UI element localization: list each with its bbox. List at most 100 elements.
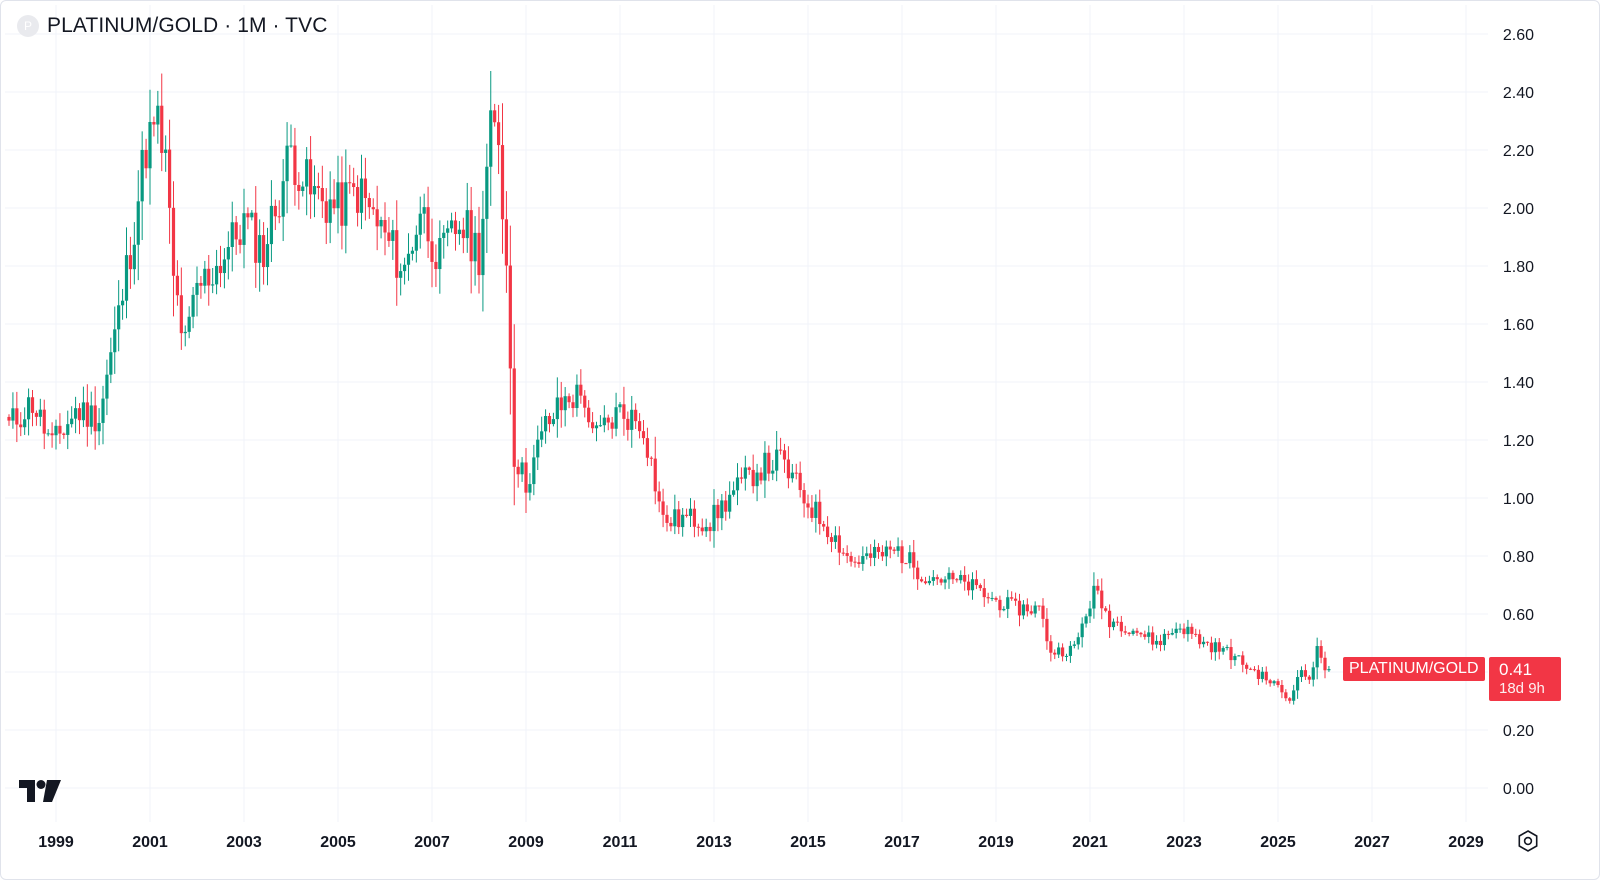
chart-legend[interactable]: P PLATINUM/GOLD · 1M · TVC: [17, 14, 328, 38]
candle: [422, 193, 426, 234]
candle: [285, 122, 289, 214]
candle-body: [504, 219, 509, 266]
candle: [277, 200, 281, 224]
candle: [884, 540, 888, 567]
candle-body: [34, 412, 39, 417]
candle: [1292, 684, 1296, 705]
candle: [1123, 625, 1127, 635]
candle: [1041, 598, 1045, 628]
candle: [1162, 629, 1167, 651]
candle-body: [85, 402, 89, 427]
candle-body: [1006, 597, 1010, 609]
candle: [77, 403, 82, 435]
candle-body: [700, 527, 704, 532]
candle-body: [316, 186, 321, 189]
candle-body: [543, 415, 548, 432]
candle: [1256, 665, 1261, 686]
candle: [1205, 641, 1210, 646]
candle-body: [853, 561, 857, 563]
candle-body: [359, 178, 364, 213]
candle: [1104, 606, 1108, 613]
candle: [293, 127, 297, 206]
candle-body: [622, 404, 626, 419]
candle: [461, 217, 465, 254]
candle-body: [559, 397, 563, 411]
candle-body: [759, 472, 763, 481]
candle: [430, 218, 434, 288]
candle: [1241, 651, 1245, 673]
candle-body: [606, 417, 610, 423]
candle-body: [1292, 690, 1296, 701]
candle-body: [798, 472, 802, 491]
price-axis[interactable]: 0.000.200.400.600.801.001.201.401.601.80…: [1503, 27, 1534, 798]
candle-body: [861, 556, 865, 564]
candle: [1143, 630, 1147, 640]
candle: [477, 206, 481, 294]
candle: [716, 498, 720, 532]
symbol-title[interactable]: PLATINUM/GOLD · 1M · TVC: [47, 14, 328, 37]
candle: [1127, 632, 1131, 637]
candle-body: [457, 229, 462, 235]
x-tick-label: 2019: [978, 834, 1014, 851]
candle: [371, 198, 375, 215]
tradingview-logo-icon[interactable]: [19, 780, 61, 807]
candle-body: [1037, 605, 1041, 607]
candle: [1135, 627, 1139, 636]
candle-body: [802, 490, 806, 504]
candle-body: [1237, 655, 1241, 657]
candle: [352, 167, 356, 197]
candle: [912, 539, 916, 580]
candle: [1213, 638, 1217, 661]
candle-body: [912, 552, 916, 568]
candle: [598, 415, 603, 427]
candle: [610, 416, 614, 439]
time-axis[interactable]: 1999 2001 2003 2005 2007 2009 2011 2013 2015 2017…: [38, 834, 1484, 851]
candle-body: [865, 553, 869, 557]
candle: [230, 201, 234, 272]
candle: [622, 386, 626, 436]
candle: [1151, 626, 1155, 651]
candle-body: [575, 384, 579, 409]
candle-body: [1280, 685, 1284, 693]
candle-body: [430, 241, 434, 262]
candle-body: [1139, 632, 1143, 635]
candle-body: [117, 305, 121, 330]
candle-body: [1311, 667, 1315, 680]
candle-body: [708, 526, 712, 532]
candle-body: [101, 398, 105, 423]
candle: [567, 393, 571, 409]
candle: [238, 224, 242, 254]
candle-body: [520, 462, 524, 475]
candle: [1233, 653, 1237, 666]
candle-body: [657, 491, 661, 502]
candle-body: [352, 183, 356, 188]
candle: [955, 578, 959, 583]
candle-body: [140, 149, 144, 202]
candle: [645, 427, 650, 467]
candle: [637, 413, 642, 439]
candle: [869, 544, 873, 567]
candle-body: [998, 599, 1002, 611]
candle: [712, 489, 716, 548]
candle: [128, 236, 133, 289]
candle-body: [990, 597, 994, 599]
candle: [124, 227, 129, 319]
candle: [246, 207, 250, 230]
candle-body: [1154, 640, 1159, 645]
candle: [653, 436, 657, 505]
candle-body: [857, 562, 861, 564]
candle-body: [15, 408, 19, 425]
candle-body: [814, 501, 818, 518]
candle-body: [1295, 677, 1300, 691]
candle-body: [218, 265, 223, 274]
candle: [782, 443, 787, 473]
candle: [512, 324, 516, 506]
candle: [1045, 608, 1049, 650]
candle-body: [677, 509, 681, 528]
candle-body: [11, 408, 15, 421]
settings-icon[interactable]: [1515, 828, 1541, 854]
candle: [489, 70, 493, 206]
candle-body: [489, 110, 493, 167]
candle: [528, 473, 532, 501]
